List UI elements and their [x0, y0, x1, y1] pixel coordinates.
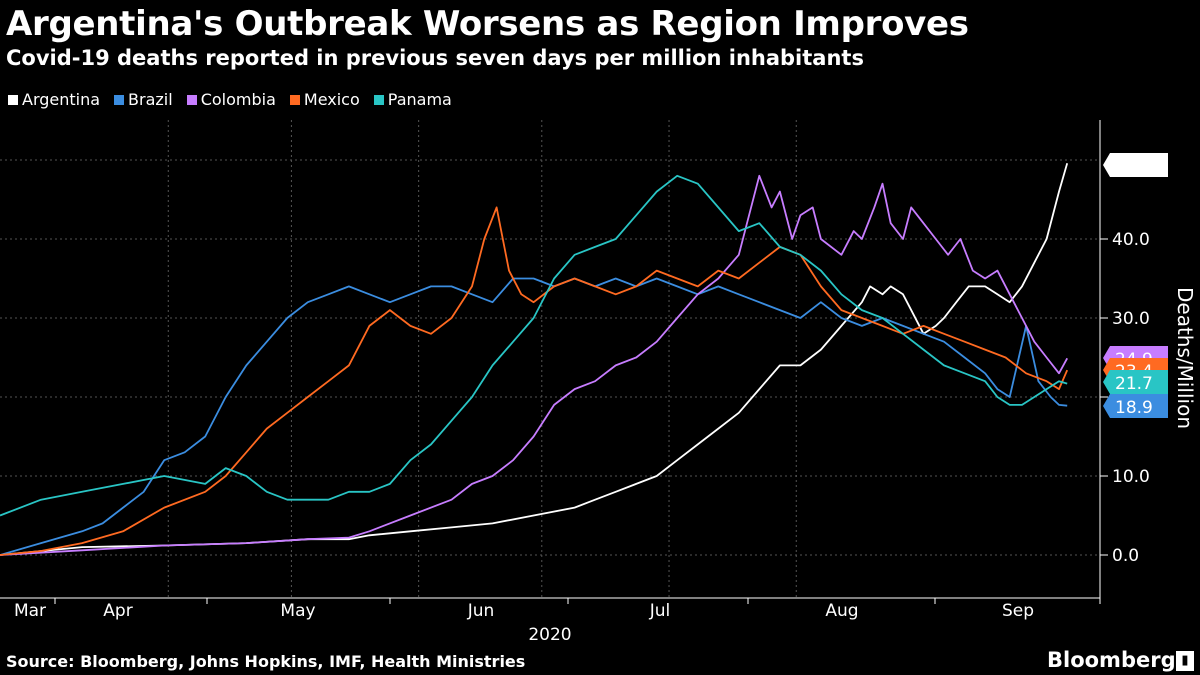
end-label-box	[1103, 370, 1168, 394]
chart-title: Argentina's Outbreak Worsens as Region I…	[6, 4, 969, 44]
series-line-argentina	[0, 162, 1069, 556]
x-year-label: 2020	[528, 625, 571, 645]
y-tick-label: 30.0	[1112, 309, 1150, 329]
x-tick-label: May	[280, 601, 315, 621]
source-note: Source: Bloomberg, Johns Hopkins, IMF, H…	[6, 652, 526, 671]
chart-subtitle: Covid-19 deaths reported in previous sev…	[6, 46, 864, 70]
x-tick-label: Mar	[14, 601, 46, 621]
brand-logo: Bloomberg	[1047, 648, 1176, 672]
legend-swatch	[114, 94, 125, 105]
series-line-colombia	[0, 174, 1068, 556]
end-label-box	[1103, 153, 1168, 177]
end-label: 18.9	[1103, 394, 1168, 418]
legend-swatch	[8, 94, 18, 105]
y-tick-label: 40.0	[1112, 230, 1150, 250]
legend-label: Colombia	[200, 90, 276, 109]
chart-legend: Argentina Brazil Colombia Mexico Panama	[8, 90, 452, 109]
legend-item: Colombia	[186, 90, 276, 109]
legend-label: Panama	[387, 90, 452, 109]
terminal-icon: ▮	[1176, 651, 1194, 671]
series-line-mexico	[0, 206, 1069, 556]
legend-item: Panama	[373, 90, 452, 109]
y-tick-label: 10.0	[1112, 467, 1150, 487]
end-label-box	[1103, 394, 1168, 418]
legend-item: Mexico	[289, 90, 360, 109]
x-tick-label: Jul	[649, 601, 671, 621]
x-tick-label: Sep	[1002, 601, 1034, 621]
y-axis-label: Deaths/Million	[1173, 287, 1197, 429]
legend-swatch	[186, 94, 197, 105]
y-tick-label: 0.0	[1112, 546, 1139, 566]
legend-label: Mexico	[303, 90, 360, 109]
end-label: 49.6	[1103, 153, 1168, 177]
x-tick-label: Jun	[467, 601, 495, 621]
legend-label: Argentina	[22, 90, 101, 109]
legend-item: Brazil	[114, 90, 173, 109]
legend-swatch	[373, 94, 384, 105]
end-label-value: 18.9	[1115, 398, 1153, 418]
series-line-panama	[0, 174, 1068, 517]
legend-label: Brazil	[128, 90, 173, 109]
legend-item: Argentina	[8, 90, 100, 109]
x-tick-label: Aug	[825, 601, 858, 621]
end-label: 21.7	[1103, 370, 1168, 394]
x-tick-label: Apr	[103, 601, 132, 621]
series-line-brazil	[0, 277, 1068, 556]
end-label-value: 21.7	[1115, 374, 1153, 394]
legend-swatch	[289, 94, 300, 105]
end-label-value: 49.6	[1115, 157, 1153, 177]
